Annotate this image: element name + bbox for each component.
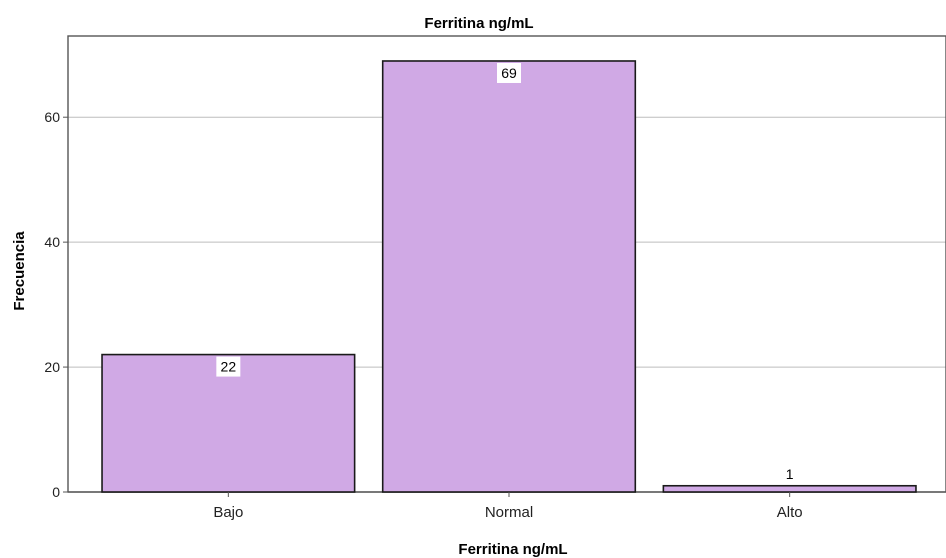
data-label-box xyxy=(216,356,241,377)
y-tick-label: 40 xyxy=(44,234,60,250)
y-axis-title: Frecuencia xyxy=(11,231,28,311)
y-tick-label: 60 xyxy=(44,109,60,125)
x-tick-label: Normal xyxy=(485,504,533,521)
data-label: 69 xyxy=(501,65,517,81)
data-label-box xyxy=(781,463,798,484)
data-labels: 22 69 1 xyxy=(216,62,798,484)
data-label-box xyxy=(497,62,521,83)
data-label: 1 xyxy=(786,466,794,482)
bar-alto xyxy=(662,484,917,493)
y-tick-label: 0 xyxy=(52,484,60,500)
bars xyxy=(101,60,917,493)
x-tick-label: Alto xyxy=(777,504,803,521)
y-axis-ticks: 0 20 40 60 xyxy=(44,109,68,500)
x-tick-label: Bajo xyxy=(213,504,243,521)
chart-title: Ferritina ng/mL xyxy=(424,15,533,32)
x-axis-title: Ferritina ng/mL xyxy=(458,541,567,558)
bar-bajo xyxy=(101,353,356,493)
x-axis-categories: Bajo Normal Alto xyxy=(213,492,803,521)
y-tick-label: 20 xyxy=(44,359,60,375)
data-label: 22 xyxy=(221,359,237,375)
bar-normal xyxy=(381,60,637,493)
